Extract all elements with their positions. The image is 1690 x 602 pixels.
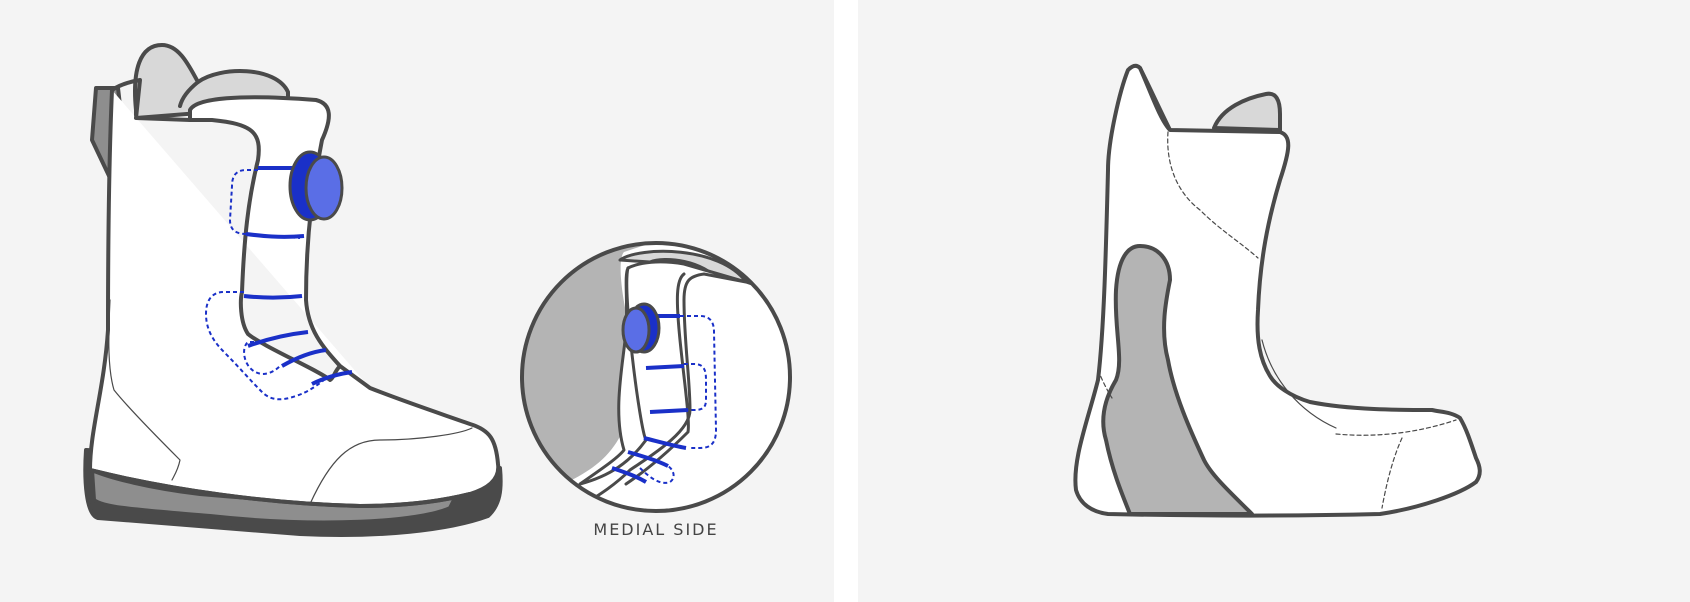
liner-seam-back bbox=[1097, 369, 1113, 399]
outer-boot-icon bbox=[83, 43, 503, 537]
dial-icon bbox=[288, 150, 344, 222]
liner-seam-upper bbox=[1167, 131, 1259, 259]
inset-dial-icon bbox=[621, 302, 661, 354]
liner-boot-icon bbox=[1073, 63, 1482, 518]
inset-front bbox=[558, 260, 790, 511]
lace-2 bbox=[245, 232, 305, 239]
inset-lace-guide-2 bbox=[684, 363, 707, 411]
lace-3 bbox=[243, 294, 303, 300]
lace-4 bbox=[247, 330, 309, 348]
inset-lace-guide-1 bbox=[680, 315, 718, 449]
inset-lace-2 bbox=[645, 364, 685, 370]
lace-6 bbox=[311, 370, 353, 386]
inset-lace-4 bbox=[643, 436, 687, 450]
toe-seam bbox=[309, 427, 473, 505]
inset-border bbox=[520, 241, 792, 513]
liner-seam-toe bbox=[1335, 419, 1457, 436]
midsole bbox=[90, 468, 458, 525]
collar-line bbox=[178, 80, 200, 108]
inset-front-edge bbox=[624, 272, 690, 486]
inset-lace-5 bbox=[627, 450, 669, 468]
back-seam bbox=[108, 299, 181, 481]
medial-inset-icon bbox=[520, 241, 792, 513]
liner-inner-curve bbox=[1261, 339, 1337, 429]
inset-lace-6 bbox=[611, 466, 648, 484]
liner-heel-panel bbox=[1101, 244, 1254, 516]
inset-caption: MEDIAL SIDE bbox=[593, 520, 719, 539]
liner-tongue-top bbox=[1212, 91, 1282, 132]
lace-5 bbox=[281, 348, 327, 368]
lace-guide-upper bbox=[228, 169, 301, 239]
lace-guide-lower bbox=[204, 291, 325, 401]
sole-edge bbox=[88, 468, 472, 508]
liner-seam-vertical bbox=[1381, 437, 1403, 509]
lacing-system-icon bbox=[204, 166, 353, 401]
inset-lace-3 bbox=[649, 408, 689, 414]
back-cuff bbox=[110, 78, 192, 122]
inset-lace-guide-3 bbox=[639, 465, 675, 484]
